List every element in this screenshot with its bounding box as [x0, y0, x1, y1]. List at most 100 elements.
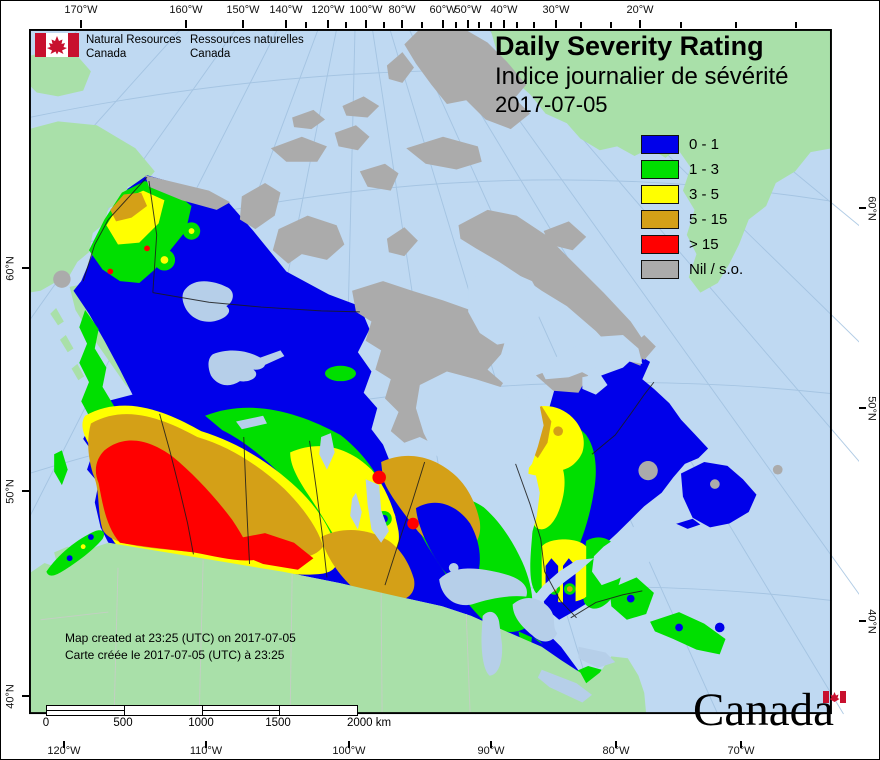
- axis-label-bottom: 110°W: [189, 745, 223, 757]
- axis-label-top: 140°W: [269, 4, 303, 16]
- canada-flag-icon: [35, 33, 79, 57]
- title-block: Daily Severity Rating Indice journalier …: [495, 31, 789, 118]
- scale-label: 0: [42, 717, 50, 729]
- legend-swatch: [641, 260, 679, 279]
- map-frame: [29, 29, 832, 715]
- axis-label-left: 40°N: [4, 683, 17, 709]
- russia: [29, 50, 91, 97]
- axis-label-bottom: 120°W: [47, 745, 81, 757]
- axis-label-right: 60°N: [865, 195, 878, 221]
- legend-row: 0 - 1: [641, 132, 743, 157]
- axis-tick-top-minor: [383, 22, 385, 28]
- legend-label: 3 - 5: [689, 186, 720, 203]
- axis-label-top: 80°W: [388, 4, 416, 16]
- axis-label-top: 100°W: [349, 4, 383, 16]
- axis-tick-top-minor: [478, 22, 480, 28]
- severity-overlays: [79, 181, 726, 691]
- legend-swatch: [641, 160, 679, 179]
- axis-tick-right: [859, 207, 866, 209]
- legend-label: 5 - 15: [689, 211, 728, 228]
- axis-tick-bottom: [740, 741, 742, 748]
- axis-tick-top-minor: [533, 22, 535, 28]
- axis-tick-left: [22, 695, 29, 697]
- haida-gwaii: [54, 450, 68, 486]
- foxe-basin: [468, 267, 544, 345]
- us-state-borders: [40, 560, 471, 715]
- axis-label-bottom: 70°W: [727, 745, 755, 757]
- axis-label-right: 40°N: [865, 608, 878, 634]
- axis-label-top: 150°W: [226, 4, 260, 16]
- axis-label-top: 160°W: [169, 4, 203, 16]
- axis-tick-top: [442, 20, 444, 28]
- wordmark-flag-icon: [823, 691, 846, 703]
- axis-tick-top: [639, 20, 641, 28]
- axis-tick-top-minor: [516, 22, 518, 28]
- alaska: [29, 121, 155, 293]
- axis-tick-bottom: [63, 741, 65, 748]
- canada-wordmark: Canada: [693, 684, 834, 736]
- axis-tick-top: [185, 20, 187, 28]
- lake-winnipeg: [365, 479, 389, 543]
- map-title-en: Daily Severity Rating: [495, 31, 764, 61]
- nova-scotia: [650, 612, 726, 655]
- legend-label: 1 - 3: [689, 161, 720, 178]
- hudson-bay: [415, 371, 544, 476]
- scale-label: 1000: [188, 717, 214, 729]
- legend-label: > 15: [689, 236, 719, 253]
- axis-tick-top-minor: [421, 22, 423, 28]
- creation-note-fr: Carte créée le 2017-07-05 (UTC) à 23:25: [65, 648, 285, 662]
- legend-row: 3 - 5: [641, 182, 743, 207]
- axis-tick-top-minor: [795, 22, 797, 28]
- axis-tick-right: [859, 620, 866, 622]
- hudson-strait: [539, 334, 643, 380]
- axis-tick-top: [555, 20, 557, 28]
- axis-label-top: 170°W: [64, 4, 98, 16]
- lake-ontario: [578, 646, 616, 668]
- axis-label-bottom: 90°W: [477, 745, 505, 757]
- axis-label-bottom: 100°W: [332, 745, 366, 757]
- vancouver-island: [46, 530, 105, 576]
- legend-label: Nil / s.o.: [689, 261, 744, 278]
- axis-tick-top: [401, 20, 403, 28]
- axis-label-left: 50°N: [4, 478, 17, 504]
- scale-bar: [46, 705, 358, 716]
- greenland: [490, 29, 832, 293]
- province-borders: [82, 176, 655, 619]
- axis-label-top: 60°W: [429, 4, 457, 16]
- axis-label-top: 30°W: [542, 4, 570, 16]
- creation-note: Map created at 23:25 (UTC) on 2017-07-05…: [65, 630, 296, 664]
- baffin-island: [458, 209, 647, 366]
- axis-tick-top: [285, 20, 287, 28]
- coastal-islands: [46, 450, 105, 576]
- axis-tick-top: [503, 20, 505, 28]
- axis-label-right: 50°N: [865, 395, 878, 421]
- axis-tick-top: [365, 20, 367, 28]
- legend-row: 5 - 15: [641, 207, 743, 232]
- axis-label-top: 120°W: [311, 4, 345, 16]
- legend-swatch: [641, 210, 679, 229]
- axis-tick-top-minor: [580, 22, 582, 28]
- axis-label-left: 60°N: [4, 255, 17, 281]
- lake-michigan: [481, 611, 503, 676]
- axis-tick-bottom: [348, 741, 350, 748]
- axis-tick-bottom: [490, 741, 492, 748]
- org-name-fr-1: Ressources naturelles: [190, 34, 304, 46]
- axis-label-top: 40°W: [490, 4, 518, 16]
- legend-label: 0 - 1: [689, 136, 720, 153]
- canada-dsr-map: [29, 29, 859, 715]
- st-lawrence-river: [532, 558, 594, 607]
- axis-label-bottom: 80°W: [602, 745, 630, 757]
- map-date: 2017-07-05: [495, 92, 608, 117]
- axis-tick-top-minor: [345, 22, 347, 28]
- axis-tick-top: [242, 20, 244, 28]
- james-bay: [496, 471, 540, 538]
- legend-swatch: [641, 235, 679, 254]
- creation-note-en: Map created at 23:25 (UTC) on 2017-07-05: [65, 631, 296, 645]
- axis-tick-top-minor: [455, 22, 457, 28]
- axis-tick-bottom: [615, 741, 617, 748]
- map-title-fr: Indice journalier de sévérité: [495, 63, 789, 90]
- lake-huron: [512, 597, 558, 642]
- axis-tick-left: [22, 490, 29, 492]
- axis-label-top: 20°W: [626, 4, 654, 16]
- axis-tick-right: [859, 407, 866, 409]
